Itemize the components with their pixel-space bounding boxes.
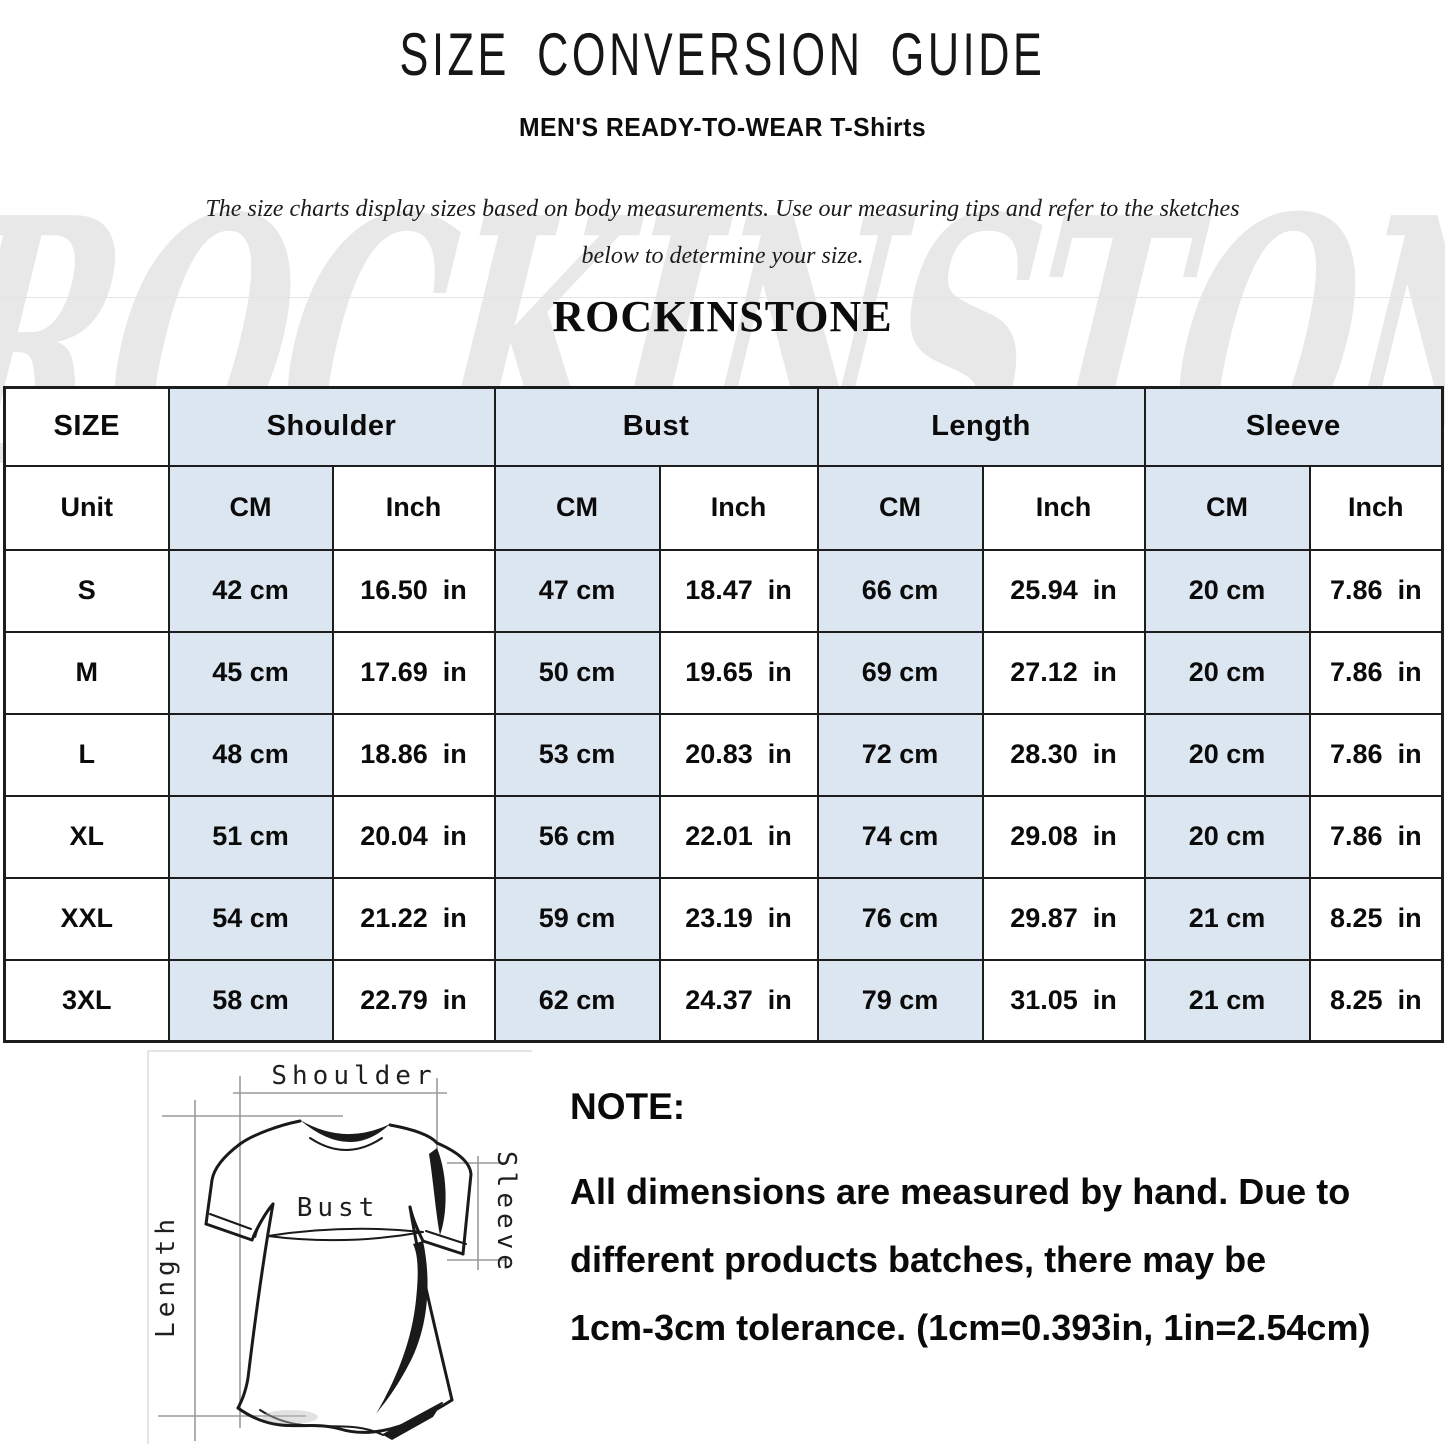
value-cell: 27.12 in (981, 630, 1146, 715)
value-cell: 20 cm (1143, 712, 1311, 797)
value-cell: 7.86 in (1308, 630, 1444, 715)
value-cell: 21.22 in (331, 876, 496, 961)
value-cell: 29.87 in (981, 876, 1146, 961)
value-cell: 31.05 in (981, 958, 1146, 1043)
size-label: M (3, 630, 170, 715)
size-row-xl: XL 51 cm 20.04 in 56 cm 22.01 in 74 cm 29.08 i… (3, 794, 1444, 879)
value-cell: 72 cm (816, 712, 984, 797)
shoulder-label: Shoulder (271, 1061, 436, 1091)
unit-cell: CM (493, 464, 661, 551)
group-header-length: Length (816, 386, 1146, 467)
value-cell: 7.86 in (1308, 712, 1444, 797)
divider-line (0, 297, 1445, 298)
group-header-sleeve: Sleeve (1143, 386, 1444, 467)
size-table-body: S 42 cm 16.50 in 47 cm 18.47 in 66 cm 25.94 in… (3, 548, 1444, 1043)
value-cell: 8.25 in (1308, 958, 1444, 1043)
value-cell: 21 cm (1143, 876, 1311, 961)
value-cell: 48 cm (167, 712, 334, 797)
value-cell: 17.69 in (331, 630, 496, 715)
note-section: NOTE: All dimensions are measured by han… (570, 1086, 1415, 1362)
value-cell: 53 cm (493, 712, 661, 797)
unit-cell: CM (167, 464, 334, 551)
value-cell: 20 cm (1143, 548, 1311, 633)
unit-cell: Inch (981, 464, 1146, 551)
value-cell: 66 cm (816, 548, 984, 633)
page-subtitle: MEN'S READY-TO-WEAR T-Shirts (518, 112, 927, 142)
unit-cell: CM (1143, 464, 1311, 551)
value-cell: 56 cm (493, 794, 661, 879)
measuring-description: The size charts display sizes based on b… (205, 196, 1240, 269)
value-cell: 47 cm (493, 548, 661, 633)
size-label: L (3, 712, 170, 797)
unit-cell: CM (816, 464, 984, 551)
value-cell: 18.47 in (658, 548, 819, 633)
value-cell: 20 cm (1143, 794, 1311, 879)
length-label: Length (151, 1214, 181, 1338)
note-heading: NOTE: (570, 1086, 686, 1127)
dimension-lines (158, 1076, 505, 1441)
unit-cell: Inch (331, 464, 496, 551)
value-cell: 23.19 in (658, 876, 819, 961)
value-cell: 69 cm (816, 630, 984, 715)
group-header-bust: Bust (493, 386, 819, 467)
value-cell: 19.65 in (658, 630, 819, 715)
value-cell: 42 cm (167, 548, 334, 633)
brand-name: ROCKINSTONE (552, 292, 893, 341)
size-row-s: S 42 cm 16.50 in 47 cm 18.47 in 66 cm 25.94 in… (3, 548, 1444, 633)
value-cell: 16.50 in (331, 548, 496, 633)
sleeve-label: Sleeve (491, 1151, 521, 1275)
size-label: 3XL (3, 958, 170, 1043)
value-cell: 25.94 in (981, 548, 1146, 633)
unit-cell: Inch (658, 464, 819, 551)
value-cell: 62 cm (493, 958, 661, 1043)
unit-cell: Inch (1308, 464, 1444, 551)
group-header-shoulder: Shoulder (167, 386, 496, 467)
size-row-m: M 45 cm 17.69 in 50 cm 19.65 in 69 cm 27.12 in… (3, 630, 1444, 715)
value-cell: 76 cm (816, 876, 984, 961)
value-cell: 45 cm (167, 630, 334, 715)
tshirt-sketch (204, 1119, 473, 1440)
value-cell: 24.37 in (658, 958, 819, 1043)
size-label: XXL (3, 876, 170, 961)
value-cell: 59 cm (493, 876, 661, 961)
unit-row: Unit CM Inch CM Inch CM Inch CM Inch (3, 464, 1444, 551)
value-cell: 79 cm (816, 958, 984, 1043)
note-body: All dimensions are measured by hand. Due… (570, 1171, 1371, 1348)
group-header-row: SIZE Shoulder Bust Length Sleeve (3, 386, 1444, 467)
value-cell: 51 cm (167, 794, 334, 879)
value-cell: 58 cm (167, 958, 334, 1043)
bust-label: Bust (297, 1193, 380, 1223)
unit-label: Unit (3, 464, 170, 551)
value-cell: 22.01 in (658, 794, 819, 879)
size-table-head: SIZE Shoulder Bust Length Sleeve Unit CM Inch CM… (3, 386, 1444, 551)
value-cell: 50 cm (493, 630, 661, 715)
value-cell: 20.83 in (658, 712, 819, 797)
value-cell: 20 cm (1143, 630, 1311, 715)
value-cell: 7.86 in (1308, 548, 1444, 633)
value-cell: 22.79 in (331, 958, 496, 1043)
value-cell: 21 cm (1143, 958, 1311, 1043)
value-cell: 7.86 in (1308, 794, 1444, 879)
value-cell: 74 cm (816, 794, 984, 879)
size-label: S (3, 548, 170, 633)
page-title: SIZE CONVERSION GUIDE (399, 21, 1046, 88)
tshirt-measurement-diagram: Shoulder Bust Length Sleeve (147, 1050, 532, 1444)
value-cell: 18.86 in (331, 712, 496, 797)
group-header-size: SIZE (3, 386, 170, 467)
value-cell: 29.08 in (981, 794, 1146, 879)
size-table: SIZE Shoulder Bust Length Sleeve Unit CM Inch CM… (3, 386, 1445, 1043)
size-row-3xl: 3XL 58 cm 22.79 in 62 cm 24.37 in 79 cm 31.05 … (3, 958, 1444, 1043)
value-cell: 54 cm (167, 876, 334, 961)
value-cell: 20.04 in (331, 794, 496, 879)
size-row-xxl: XXL 54 cm 21.22 in 59 cm 23.19 in 76 cm 29.87 … (3, 876, 1444, 961)
size-label: XL (3, 794, 170, 879)
value-cell: 28.30 in (981, 712, 1146, 797)
value-cell: 8.25 in (1308, 876, 1444, 961)
size-row-l: L 48 cm 18.86 in 53 cm 20.83 in 72 cm 28.30 in… (3, 712, 1444, 797)
